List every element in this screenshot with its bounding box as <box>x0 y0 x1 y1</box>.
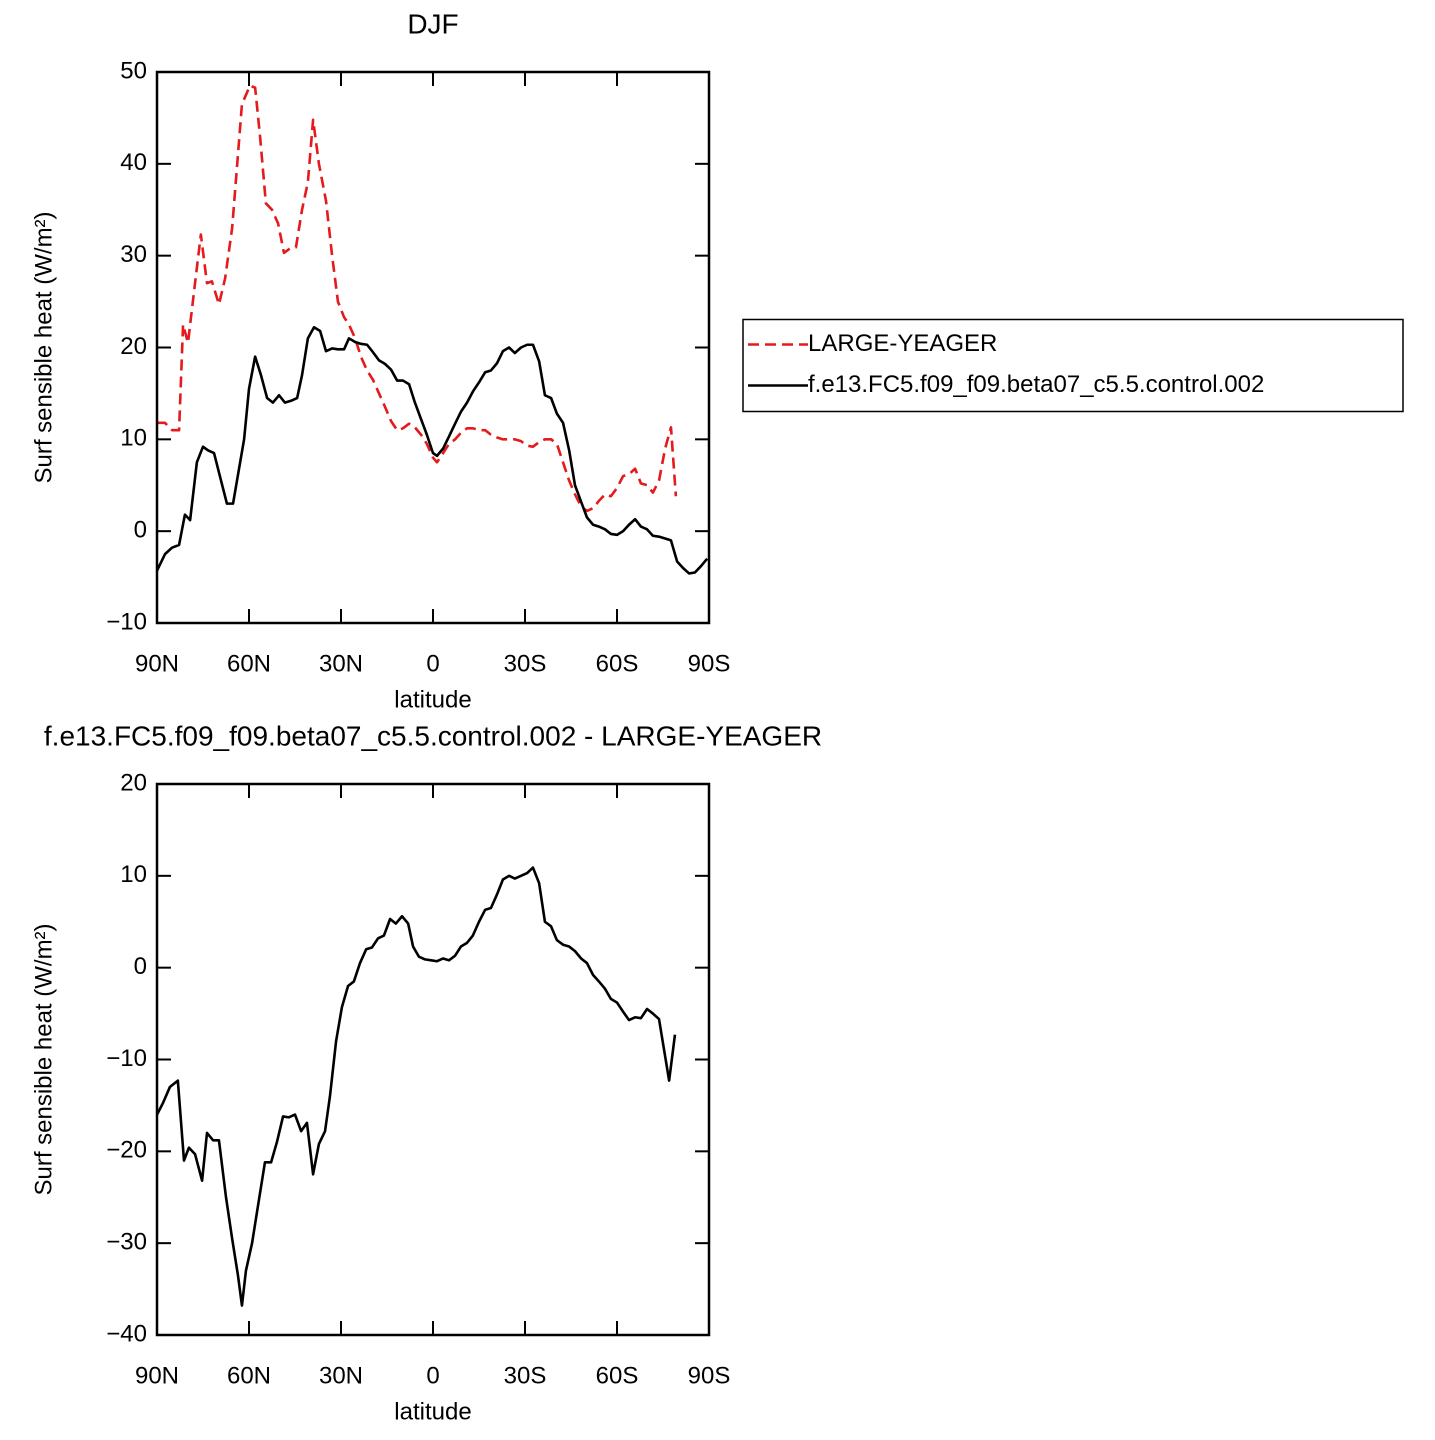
x-tick-label: 90S <box>688 650 731 677</box>
x-axis-label: latitude <box>394 686 471 713</box>
plot-frame <box>155 70 711 625</box>
y-tick-label: 20 <box>120 333 147 360</box>
y-axis-label: Surf sensible heat (W/m²) <box>30 211 57 483</box>
x-tick-label: 0 <box>426 650 439 677</box>
y-tick-label: 40 <box>120 149 147 176</box>
plot-frame <box>155 782 711 1337</box>
y-tick-label: 50 <box>120 57 147 84</box>
x-tick-label: 30N <box>319 650 363 677</box>
x-axis-label: latitude <box>394 1398 471 1425</box>
y-tick-label: 10 <box>120 861 147 888</box>
x-tick-label: 0 <box>426 1362 439 1389</box>
x-tick-label: 60N <box>227 1362 271 1389</box>
x-tick-label: 30N <box>319 1362 363 1389</box>
chart-title: DJF <box>407 8 458 39</box>
data-line <box>155 326 709 575</box>
y-tick-label: 30 <box>120 241 147 268</box>
legend-box <box>742 318 1404 413</box>
y-tick-label: −20 <box>106 1137 147 1164</box>
legend-label: f.e13.FC5.f09_f09.beta07_c5.5.control.00… <box>808 371 1264 398</box>
x-tick-label: 30S <box>504 1362 547 1389</box>
y-tick-label: 20 <box>120 769 147 796</box>
x-tick-label: 30S <box>504 650 547 677</box>
y-tick-label: 0 <box>134 517 147 544</box>
y-tick-label: 10 <box>120 425 147 452</box>
legend-label: LARGE-YEAGER <box>808 330 997 357</box>
y-tick-label: −10 <box>106 1045 147 1072</box>
x-tick-label: 60S <box>596 650 639 677</box>
x-tick-label: 60N <box>227 650 271 677</box>
y-tick-label: 0 <box>134 953 147 980</box>
x-tick-label: 90N <box>135 1362 179 1389</box>
y-tick-label: −40 <box>106 1320 147 1347</box>
chart-title: f.e13.FC5.f09_f09.beta07_c5.5.control.00… <box>44 720 822 751</box>
data-line <box>157 84 678 513</box>
y-axis-label: Surf sensible heat (W/m²) <box>30 923 57 1195</box>
x-tick-label: 60S <box>596 1362 639 1389</box>
x-tick-label: 90S <box>688 1362 731 1389</box>
y-tick-label: −30 <box>106 1229 147 1256</box>
x-tick-label: 90N <box>135 650 179 677</box>
y-tick-label: −10 <box>106 608 147 635</box>
data-line <box>155 866 677 1307</box>
